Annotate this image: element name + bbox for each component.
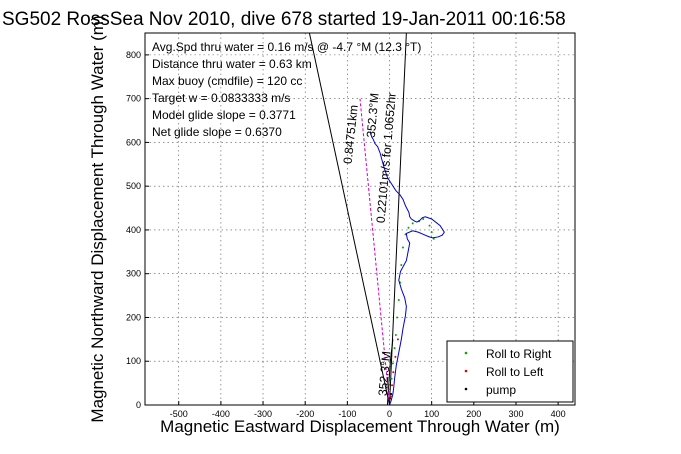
x-axis-label: Magnetic Eastward Displacement Through W… [160, 417, 560, 436]
annotation-line: Max buoy (cmdfile) = 120 cc [152, 74, 302, 88]
data-point [397, 298, 400, 301]
x-tick-label: 400 [551, 409, 566, 419]
y-tick-label: 0 [136, 400, 141, 410]
data-point [430, 231, 433, 234]
x-tick-label: 200 [466, 409, 481, 419]
y-axis-ticks: 0 100 200 300 400 500 600 700 800 [126, 50, 149, 410]
x-tick-label: 300 [508, 409, 523, 419]
data-point [389, 395, 392, 398]
y-tick-label: 300 [126, 269, 141, 279]
rotated-label: 352.3°M [364, 92, 382, 138]
x-tick-label: 0 [387, 409, 392, 419]
data-point [394, 355, 397, 358]
data-point [390, 393, 393, 396]
legend-entry: Roll to Right [486, 347, 552, 361]
data-point [402, 246, 404, 249]
data-point [391, 362, 394, 365]
legend-entry: Roll to Left [486, 365, 544, 379]
y-axis-label: Magnetic Northward Displacement Through … [88, 15, 107, 422]
data-point [411, 222, 414, 225]
rotated-label: 0.84751km [341, 104, 361, 165]
y-tick-label: 400 [126, 225, 141, 235]
reference-line [308, 32, 390, 406]
y-tick-label: 200 [126, 312, 141, 322]
y-tick-label: 500 [126, 181, 141, 191]
annotation-line: Avg.Spd thru water = 0.16 m/s @ -4.7 °M … [152, 40, 421, 54]
annotation-line: Target w = 0.0833333 m/s [152, 91, 290, 105]
data-point [392, 371, 395, 374]
y-tick-label: 100 [126, 356, 141, 366]
data-point [400, 263, 403, 266]
data-point [389, 397, 392, 400]
data-point [390, 377, 393, 380]
series-group [359, 98, 445, 406]
annotation-line: Net glide slope = 0.6370 [152, 125, 282, 139]
y-tick-label: 700 [126, 94, 141, 104]
x-tick-label: -300 [254, 409, 272, 419]
legend-marker [464, 351, 468, 355]
legend-entry: pump [486, 383, 516, 397]
x-tick-label: -100 [338, 409, 356, 419]
reference-lines [308, 32, 407, 406]
data-point [391, 384, 394, 387]
track-line [370, 131, 445, 406]
data-point [394, 333, 397, 336]
data-point [407, 226, 410, 229]
data-point [393, 347, 396, 350]
data-point [396, 338, 399, 341]
reference-line [386, 339, 394, 406]
legend-marker [464, 369, 468, 373]
y-tick-label: 800 [126, 50, 141, 60]
y-tick-label: 600 [126, 137, 141, 147]
annotation-line: Distance thru water = 0.63 km [152, 57, 312, 71]
annotations: Avg.Spd thru water = 0.16 m/s @ -4.7 °M … [152, 40, 421, 139]
data-point [428, 224, 431, 227]
x-tick-label: -400 [212, 409, 230, 419]
plot-frame [144, 32, 576, 406]
x-tick-label: 100 [424, 409, 439, 419]
legend: Roll to Right Roll to Left pump [446, 340, 574, 403]
data-point [422, 218, 425, 220]
legend-marker [464, 387, 468, 391]
legend-box [446, 340, 574, 403]
dashed-line [359, 98, 391, 406]
rotated-label: 352.3°M [376, 351, 394, 397]
annotation-line: Model glide slope = 0.3771 [152, 108, 296, 122]
chart-title: SG502 RossSea Nov 2010, dive 678 started… [2, 9, 566, 30]
x-axis-ticks: -500 -400 -300 -200 -100 0 100 200 300 400 [170, 401, 566, 419]
x-tick-label: -500 [170, 409, 188, 419]
rotated-labels: 352.3°M0.84751km 0.22101m/s for 1.0652hr3… [341, 92, 399, 396]
data-point [388, 390, 391, 393]
x-tick-label: -200 [296, 409, 314, 419]
data-point [396, 316, 399, 319]
